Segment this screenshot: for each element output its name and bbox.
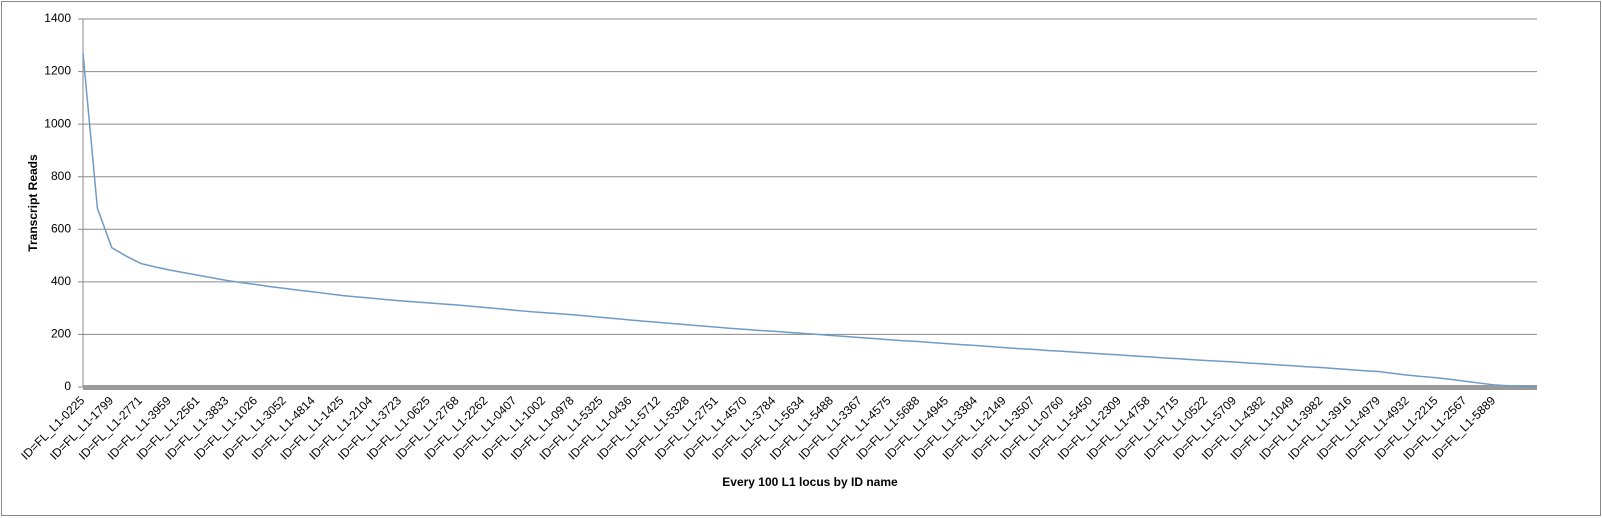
y-tick-label: 1200 bbox=[44, 64, 71, 78]
x-axis bbox=[83, 385, 1537, 390]
y-tick-label: 200 bbox=[51, 327, 71, 341]
data-line bbox=[82, 53, 1538, 388]
x-axis-title: Every 100 L1 locus by ID name bbox=[722, 475, 898, 489]
y-tick-label: 600 bbox=[51, 221, 71, 235]
y-axis-title: Transcript Reads bbox=[26, 154, 40, 252]
y-tick-label: 1400 bbox=[44, 11, 71, 25]
y-tick-label: 400 bbox=[51, 274, 71, 288]
y-tick-label: 0 bbox=[64, 379, 71, 393]
y-tick-label: 800 bbox=[51, 169, 71, 183]
y-tick-label: 1000 bbox=[44, 116, 71, 130]
